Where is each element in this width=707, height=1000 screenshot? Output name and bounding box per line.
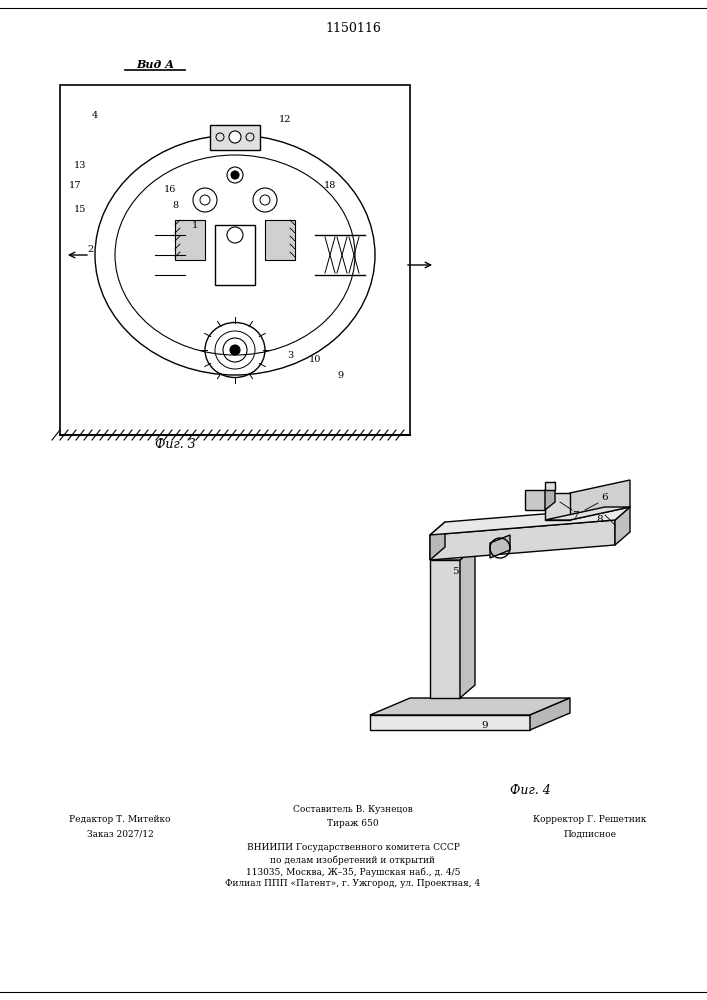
Text: 5: 5 <box>452 568 458 576</box>
Circle shape <box>230 345 240 355</box>
Circle shape <box>229 131 241 143</box>
Text: 17: 17 <box>69 180 81 190</box>
Polygon shape <box>430 547 475 560</box>
Text: 10: 10 <box>309 356 321 364</box>
Polygon shape <box>430 507 630 535</box>
Circle shape <box>231 171 239 179</box>
Text: Редактор Т. Митейко: Редактор Т. Митейко <box>69 816 171 824</box>
Text: Корректор Г. Решетник: Корректор Г. Решетник <box>533 816 647 824</box>
Text: Филиал ППП «Патент», г. Ужгород, ул. Проектная, 4: Филиал ППП «Патент», г. Ужгород, ул. Про… <box>226 880 481 888</box>
Polygon shape <box>545 493 570 520</box>
Text: Фиг. 3: Фиг. 3 <box>155 438 195 452</box>
Text: 15: 15 <box>74 206 86 215</box>
Polygon shape <box>430 522 445 560</box>
Text: 12: 12 <box>279 115 291 124</box>
Text: 13: 13 <box>74 160 86 169</box>
Text: Тираж 650: Тираж 650 <box>327 820 379 828</box>
Polygon shape <box>265 220 295 260</box>
Polygon shape <box>570 480 630 520</box>
Circle shape <box>260 195 270 205</box>
Text: 3: 3 <box>287 351 293 360</box>
Polygon shape <box>430 560 460 698</box>
Polygon shape <box>370 715 530 730</box>
Polygon shape <box>525 490 545 510</box>
Polygon shape <box>370 698 570 715</box>
Polygon shape <box>175 220 205 260</box>
Text: 6: 6 <box>602 493 608 502</box>
Text: 7: 7 <box>572 510 578 520</box>
Polygon shape <box>215 225 255 285</box>
Text: по делам изобретений и открытий: по делам изобретений и открытий <box>271 855 436 865</box>
Text: Вид А: Вид А <box>136 60 174 70</box>
Text: 9: 9 <box>481 720 489 730</box>
Text: Составитель В. Кузнецов: Составитель В. Кузнецов <box>293 806 413 814</box>
Polygon shape <box>430 520 615 560</box>
Text: 4: 4 <box>92 110 98 119</box>
Polygon shape <box>545 482 555 510</box>
Text: 2: 2 <box>87 245 93 254</box>
Text: Заказ 2027/12: Заказ 2027/12 <box>87 830 153 838</box>
Circle shape <box>200 195 210 205</box>
Polygon shape <box>210 125 260 150</box>
Text: 113035, Москва, Ж–35, Раушская наб., д. 4/5: 113035, Москва, Ж–35, Раушская наб., д. … <box>246 867 460 877</box>
Text: 8: 8 <box>597 516 603 524</box>
Text: 1: 1 <box>192 221 198 230</box>
Text: ВНИИПИ Государственного комитета СССР: ВНИИПИ Государственного комитета СССР <box>247 844 460 852</box>
Polygon shape <box>530 698 570 730</box>
Text: 16: 16 <box>164 186 176 194</box>
Text: Подписное: Подписное <box>563 830 617 838</box>
Polygon shape <box>460 547 475 698</box>
Text: 8: 8 <box>172 200 178 210</box>
Polygon shape <box>545 482 555 490</box>
Polygon shape <box>615 507 630 545</box>
Text: Фиг. 4: Фиг. 4 <box>510 784 550 796</box>
Text: 18: 18 <box>324 180 337 190</box>
Polygon shape <box>490 535 510 558</box>
Polygon shape <box>545 507 630 520</box>
Text: 9: 9 <box>337 370 343 379</box>
Text: 1150116: 1150116 <box>325 21 381 34</box>
